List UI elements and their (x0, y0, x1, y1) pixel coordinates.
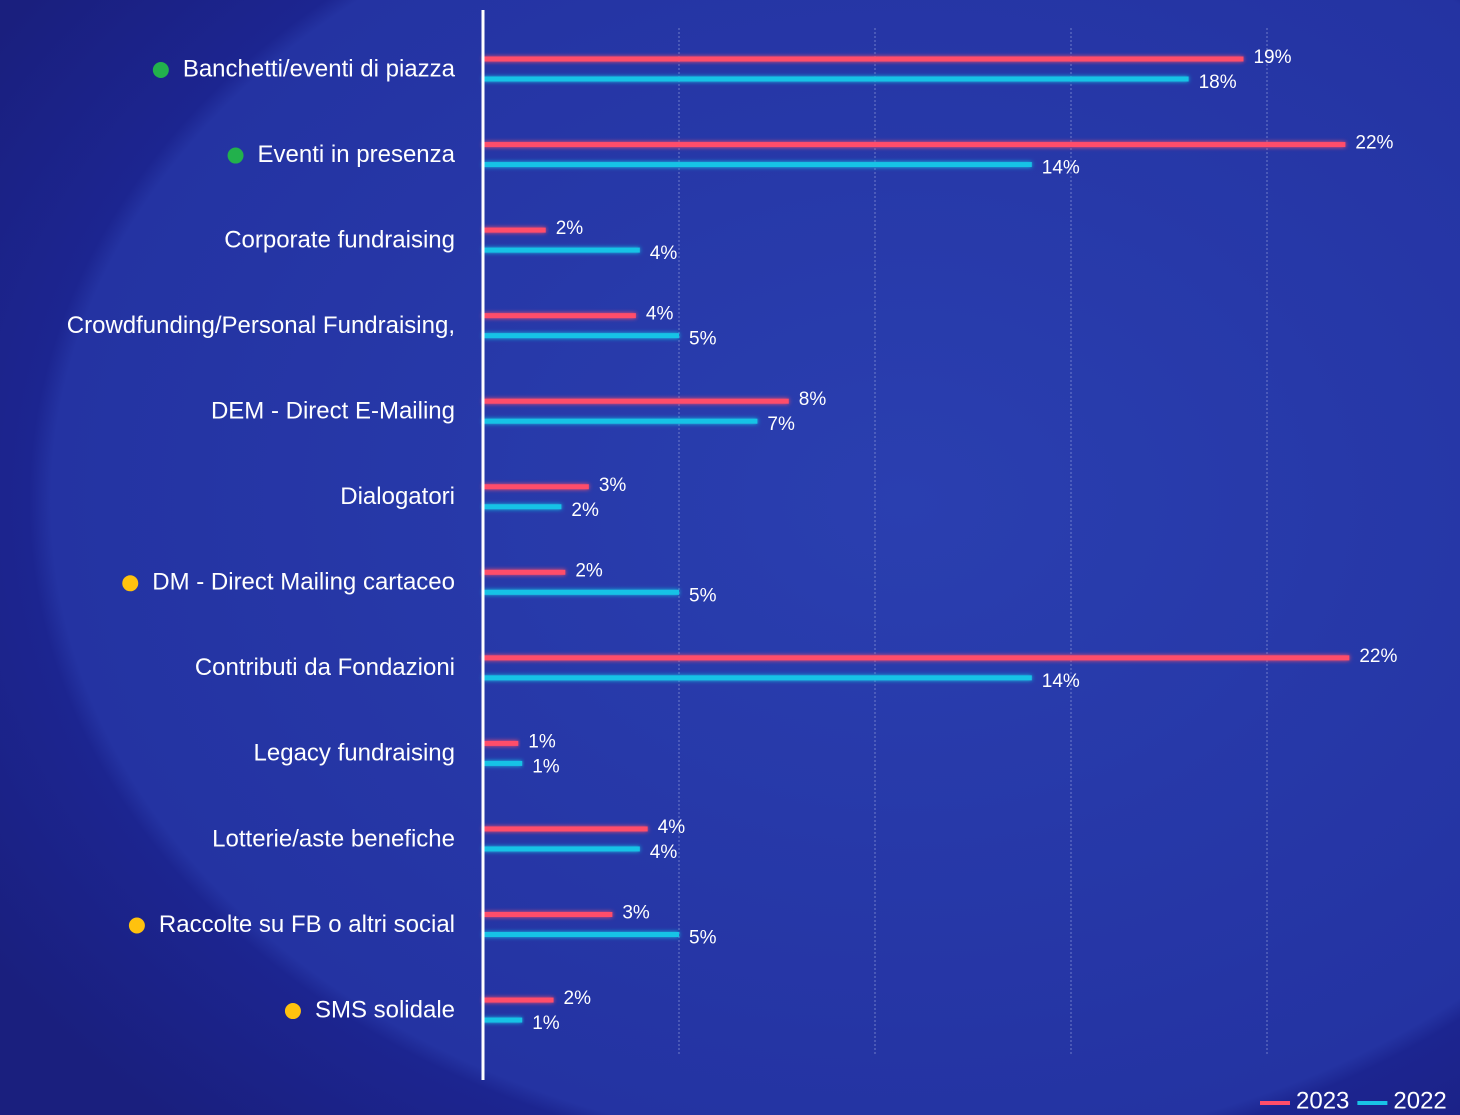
bar (483, 484, 589, 490)
category-label: Crowdfunding/Personal Fundraising, (67, 312, 455, 339)
value-label: 4% (650, 842, 678, 863)
category-label: Banchetti/eventi di piazza (183, 55, 456, 82)
category-marker (122, 575, 139, 592)
value-label: 2% (556, 218, 584, 239)
bar (483, 997, 554, 1003)
bar (483, 418, 758, 424)
value-label: 4% (646, 304, 674, 325)
bar (483, 313, 636, 319)
value-label: 4% (650, 243, 678, 264)
value-label: 4% (658, 817, 686, 838)
category-label: Contributi da Fondazioni (195, 654, 455, 681)
value-label: 5% (689, 585, 717, 606)
bar (483, 142, 1346, 148)
value-label: 2% (564, 988, 592, 1009)
bar (483, 162, 1032, 168)
category-label: DM - Direct Mailing cartaceo (152, 569, 455, 596)
value-label: 3% (622, 903, 650, 924)
bar (483, 1017, 523, 1023)
bar (483, 826, 648, 832)
value-label: 18% (1199, 72, 1237, 93)
category-label: Raccolte su FB o altri social (159, 911, 455, 938)
bar (483, 76, 1189, 82)
category-marker (152, 62, 169, 78)
category-label: Lotterie/aste benefiche (212, 825, 455, 852)
bar (483, 760, 523, 766)
bar (483, 569, 566, 575)
bar (483, 846, 640, 852)
bar (483, 675, 1032, 681)
value-label: 3% (599, 475, 627, 496)
bar (483, 589, 679, 595)
value-label: 5% (689, 329, 717, 350)
value-label: 1% (532, 756, 560, 777)
category-label: Legacy fundraising (254, 740, 455, 767)
category-label: SMS solidale (315, 996, 455, 1023)
value-label: 2% (575, 560, 603, 581)
value-label: 2% (571, 500, 599, 521)
category-marker (128, 917, 145, 934)
bar (483, 740, 519, 746)
value-label: 5% (689, 928, 717, 949)
bar (483, 227, 546, 233)
category-marker (284, 1003, 301, 1020)
value-label: 22% (1359, 646, 1397, 667)
value-label: 14% (1042, 671, 1080, 692)
bar (483, 504, 562, 510)
value-label: 1% (528, 731, 556, 752)
value-label: 14% (1042, 158, 1080, 179)
bar (483, 932, 679, 937)
category-label: DEM - Direct E-Mailing (211, 398, 455, 425)
category-label: Corporate fundraising (224, 226, 455, 253)
legend-label: 2022 (1393, 1087, 1446, 1114)
value-label: 19% (1253, 47, 1291, 68)
value-label: 8% (799, 389, 827, 410)
legend-label: 2023 (1296, 1087, 1349, 1114)
bar (483, 655, 1350, 661)
category-label: Dialogatori (340, 483, 455, 510)
bar (483, 398, 789, 404)
bar (483, 247, 640, 253)
category-label: Eventi in presenza (258, 141, 456, 168)
value-label: 1% (532, 1013, 560, 1034)
value-label: 7% (767, 414, 795, 435)
value-label: 22% (1355, 133, 1393, 154)
bar (483, 56, 1244, 62)
category-marker (227, 147, 244, 164)
bar (483, 912, 613, 917)
bar (483, 333, 679, 339)
